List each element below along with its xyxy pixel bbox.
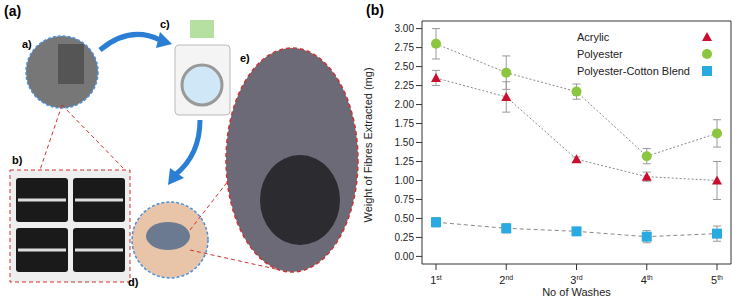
svg-text:0.25: 0.25 bbox=[395, 232, 415, 243]
svg-text:0.00: 0.00 bbox=[395, 251, 415, 262]
html-text:Acrylic: Acrylic bbox=[576, 30, 610, 43]
svg-text:a): a) bbox=[22, 38, 32, 50]
svg-text:1.00: 1.00 bbox=[395, 175, 415, 186]
svg-text:2nd: 2nd bbox=[499, 274, 513, 286]
svg-text:2.25: 2.25 bbox=[395, 80, 415, 91]
svg-text:1st: 1st bbox=[430, 274, 442, 286]
svg-text:0.50: 0.50 bbox=[395, 213, 415, 224]
svg-text:5th: 5th bbox=[711, 274, 723, 286]
html-text:Polyester-Cotton Blend: Polyester-Cotton Blend bbox=[576, 64, 690, 77]
svg-text:3.00: 3.00 bbox=[395, 23, 415, 34]
svg-text:2.50: 2.50 bbox=[395, 61, 415, 72]
html-text:(b): (b) bbox=[366, 2, 384, 18]
svg-text:1.75: 1.75 bbox=[395, 118, 415, 129]
svg-text:1.25: 1.25 bbox=[395, 156, 415, 167]
html-text:Polyester: Polyester bbox=[576, 47, 623, 60]
svg-text:c): c) bbox=[160, 18, 170, 30]
svg-text:2.75: 2.75 bbox=[395, 42, 415, 53]
svg-text:1.50: 1.50 bbox=[395, 137, 415, 148]
svg-text:4th: 4th bbox=[641, 274, 653, 286]
svg-text:e): e) bbox=[240, 52, 250, 64]
svg-text:b): b) bbox=[12, 154, 23, 166]
svg-text:d): d) bbox=[128, 276, 139, 288]
svg-text:3rd: 3rd bbox=[570, 274, 582, 286]
svg-text:Weight of Fibres Extracted (mg: Weight of Fibres Extracted (mg) bbox=[362, 67, 374, 222]
svg-text:2.00: 2.00 bbox=[395, 99, 415, 110]
svg-text:0.75: 0.75 bbox=[395, 194, 415, 205]
svg-text:No of Washes: No of Washes bbox=[542, 286, 611, 298]
svg-text:(a): (a) bbox=[4, 3, 21, 19]
